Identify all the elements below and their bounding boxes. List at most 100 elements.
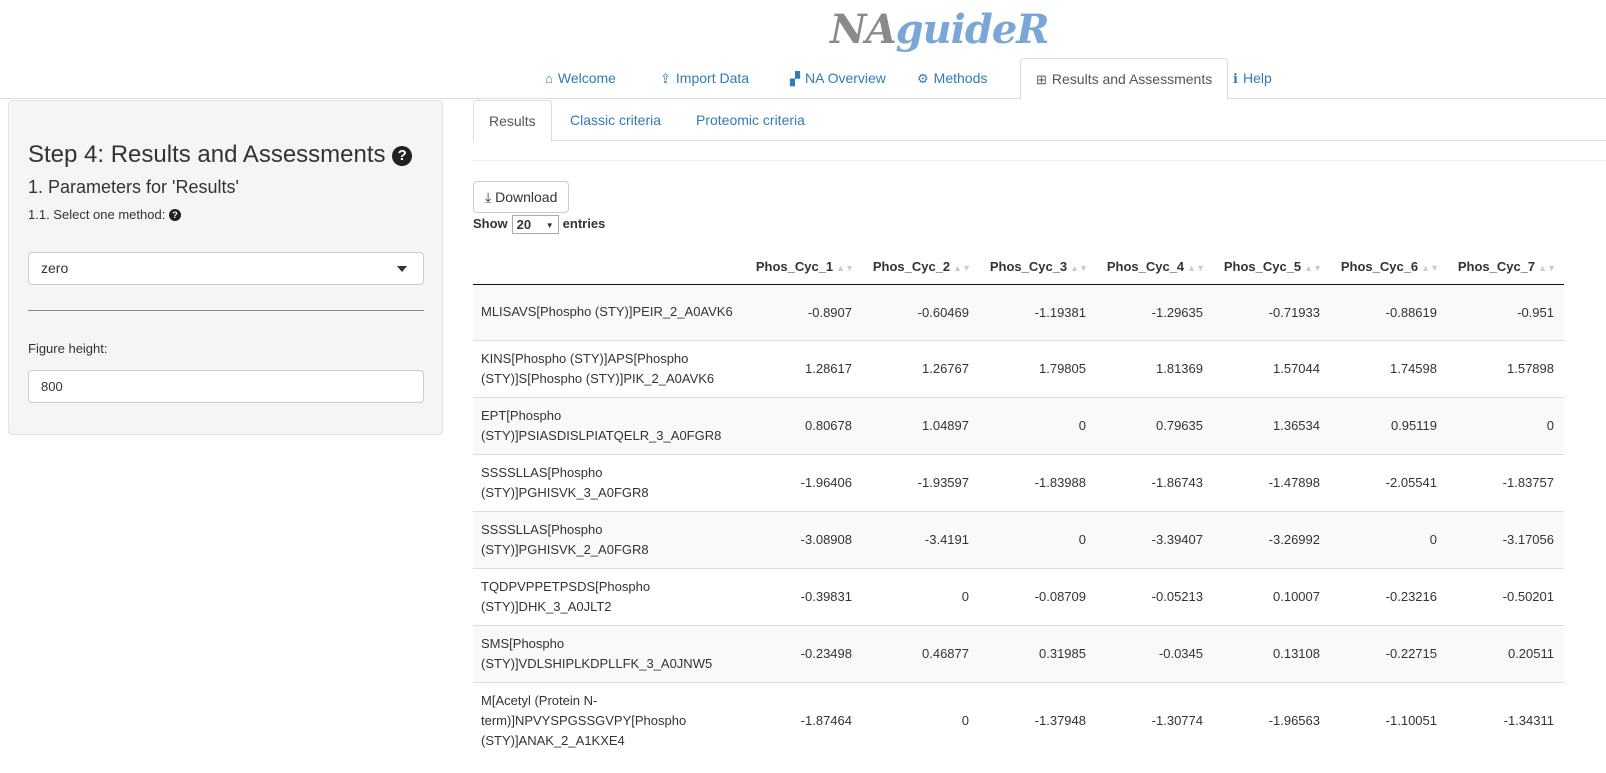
chevron-down-icon	[397, 266, 407, 272]
column-header[interactable]: Phos_Cyc_2 ▲▼	[862, 250, 979, 285]
value-cell: -3.08908	[745, 510, 862, 568]
main-nav: ⌂ Welcome ⇪ Import Data ▞ NA Overview ⚙ Methods…	[0, 58, 1606, 100]
value-cell: 0.95119	[1330, 396, 1447, 454]
tab-results[interactable]: Results	[473, 100, 552, 142]
value-cell: -0.88619	[1330, 283, 1447, 340]
method-label: 1.1. Select one method: ?	[28, 207, 181, 222]
value-cell: -1.34311	[1447, 681, 1564, 759]
cogs-icon: ⚙	[917, 71, 929, 86]
value-cell: 0.13108	[1213, 624, 1330, 682]
value-cell: 0.79635	[1096, 396, 1213, 454]
value-cell: 1.74598	[1330, 339, 1447, 397]
value-cell: -1.19381	[979, 283, 1096, 340]
value-cell: 0	[979, 396, 1096, 454]
tab-help[interactable]: ℹ Help	[1218, 58, 1287, 99]
value-cell: 1.57044	[1213, 339, 1330, 397]
page-length-select[interactable]: 20	[511, 215, 559, 234]
peptide-cell: M[Acetyl (Protein N-term)]NPVYSPGSSGVPY[…	[473, 681, 745, 759]
download-button[interactable]: ⤓ Download	[473, 181, 570, 213]
tab-proteomic-criteria[interactable]: Proteomic criteria	[696, 112, 805, 128]
download-icon: ⤓	[485, 189, 492, 205]
table-row[interactable]: SSSSLLAS[Phospho (STY)]PGHISVK_2_A0FGR8-…	[473, 510, 1564, 568]
value-cell: -0.50201	[1447, 567, 1564, 625]
sort-icon: ▲▼	[953, 263, 971, 274]
column-header[interactable]: Phos_Cyc_7 ▲▼	[1447, 250, 1564, 285]
peptide-cell: EPT[Phospho (STY)]PSIASDISLPIATQELR_3_A0…	[473, 396, 745, 454]
figure-height-label: Figure height:	[28, 341, 108, 356]
value-cell: -1.93597	[862, 453, 979, 511]
value-cell: -1.83757	[1447, 453, 1564, 511]
value-cell: -1.29635	[1096, 283, 1213, 340]
value-cell: -0.60469	[862, 283, 979, 340]
value-cell: -3.17056	[1447, 510, 1564, 568]
column-header[interactable]: Phos_Cyc_5 ▲▼	[1213, 250, 1330, 285]
value-cell: -0.39831	[745, 567, 862, 625]
tab-methods[interactable]: ⚙ Methods	[902, 58, 1002, 99]
tab-classic-criteria[interactable]: Classic criteria	[570, 112, 662, 128]
tab-na-overview[interactable]: ▞ NA Overview	[775, 58, 901, 99]
table-row[interactable]: SMS[Phospho (STY)]VDLSHIPLKDPLLFK_3_A0JN…	[473, 624, 1564, 682]
value-cell: -1.86743	[1096, 453, 1213, 511]
column-header-name[interactable]	[473, 250, 745, 285]
value-cell: 0.46877	[862, 624, 979, 682]
column-header[interactable]: Phos_Cyc_3 ▲▼	[979, 250, 1096, 285]
value-cell: 1.79805	[979, 339, 1096, 397]
peptide-cell: SSSSLLAS[Phospho (STY)]PGHISVK_2_A0FGR8	[473, 510, 745, 568]
binoculars-icon: ▞	[790, 71, 800, 86]
value-cell: -3.26992	[1213, 510, 1330, 568]
column-header[interactable]: Phos_Cyc_6 ▲▼	[1330, 250, 1447, 285]
value-cell: 1.81369	[1096, 339, 1213, 397]
peptide-cell: TQDPVPPETPSDS[Phospho (STY)]DHK_3_A0JLT2	[473, 567, 745, 625]
help-icon[interactable]: ?	[168, 209, 181, 221]
value-cell: -1.30774	[1096, 681, 1213, 759]
sort-icon: ▲▼	[1070, 263, 1088, 274]
value-cell: 1.28617	[745, 339, 862, 397]
upload-icon: ⇪	[660, 71, 671, 86]
value-cell: -2.05541	[1330, 453, 1447, 511]
value-cell: 1.36534	[1213, 396, 1330, 454]
value-cell: 0	[1330, 510, 1447, 568]
column-header[interactable]: Phos_Cyc_4 ▲▼	[1096, 250, 1213, 285]
value-cell: 0	[862, 567, 979, 625]
table-row[interactable]: EPT[Phospho (STY)]PSIASDISLPIATQELR_3_A0…	[473, 396, 1564, 454]
value-cell: -1.10051	[1330, 681, 1447, 759]
help-icon[interactable]: ?	[392, 146, 413, 166]
value-cell: 1.26767	[862, 339, 979, 397]
tab-results-and-assessments[interactable]: ⊞ Results and Assessments	[1020, 58, 1229, 100]
value-cell: -3.4191	[862, 510, 979, 568]
value-cell: -1.83988	[979, 453, 1096, 511]
value-cell: 0.80678	[745, 396, 862, 454]
column-header[interactable]: Phos_Cyc_1 ▲▼	[745, 250, 862, 285]
table-icon: ⊞	[1036, 72, 1047, 87]
value-cell: 0.31985	[979, 624, 1096, 682]
value-cell: 0.20511	[1447, 624, 1564, 682]
value-cell: -0.23498	[745, 624, 862, 682]
peptide-cell: MLISAVS[Phospho (STY)]PEIR_2_A0AVK6	[473, 283, 745, 340]
table-row[interactable]: KINS[Phospho (STY)]APS[Phospho (STY)]S[P…	[473, 339, 1564, 397]
value-cell: -0.71933	[1213, 283, 1330, 340]
sort-icon: ▲▼	[1538, 263, 1556, 274]
peptide-cell: SSSSLLAS[Phospho (STY)]PGHISVK_3_A0FGR8	[473, 453, 745, 511]
table-row[interactable]: TQDPVPPETPSDS[Phospho (STY)]DHK_3_A0JLT2…	[473, 567, 1564, 625]
value-cell: -3.39407	[1096, 510, 1213, 568]
figure-height-input[interactable]: 800	[28, 370, 424, 403]
value-cell: -0.22715	[1330, 624, 1447, 682]
sidebar-title: Step 4: Results and Assessments ?	[28, 141, 413, 169]
table-row[interactable]: MLISAVS[Phospho (STY)]PEIR_2_A0AVK6 -0.89…	[473, 283, 1564, 340]
table-row[interactable]: SSSSLLAS[Phospho (STY)]PGHISVK_3_A0FGR8-…	[473, 453, 1564, 511]
value-cell: -1.96406	[745, 453, 862, 511]
method-select[interactable]: zero	[28, 252, 424, 285]
tab-import-data[interactable]: ⇪ Import Data	[645, 58, 764, 99]
sort-icon: ▲▼	[1421, 263, 1439, 274]
value-cell: 0	[862, 681, 979, 759]
value-cell: -1.87464	[745, 681, 862, 759]
value-cell: 1.04897	[862, 396, 979, 454]
sidebar-subtitle: 1. Parameters for 'Results'	[28, 177, 239, 197]
value-cell: -0.23216	[1330, 567, 1447, 625]
sort-icon: ▲▼	[1187, 263, 1205, 274]
table-row[interactable]: M[Acetyl (Protein N-term)]NPVYSPGSSGVPY[…	[473, 681, 1564, 759]
results-subtabs: Results Classic criteria Proteomic crite…	[473, 100, 1606, 142]
tab-welcome[interactable]: ⌂ Welcome	[530, 58, 631, 99]
value-cell: 0.10007	[1213, 567, 1330, 625]
value-cell: 0	[979, 510, 1096, 568]
